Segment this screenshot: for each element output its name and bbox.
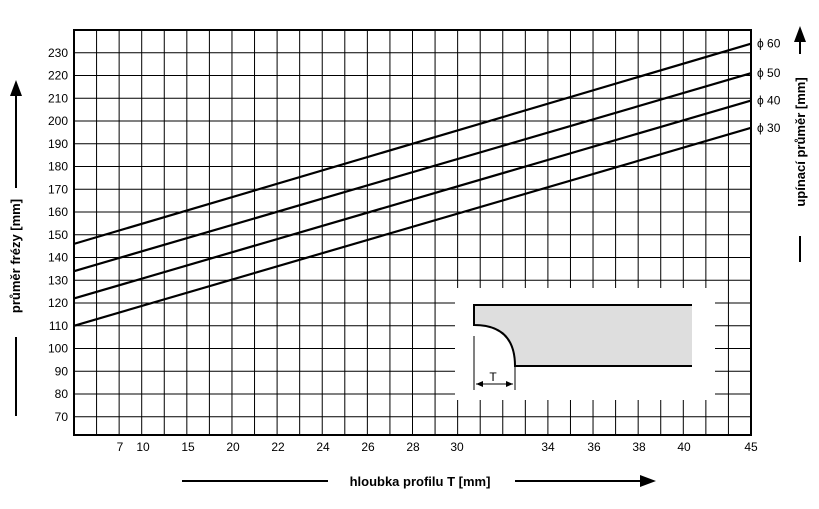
series-label: ϕ 60 (757, 37, 781, 51)
series-label: ϕ 40 (757, 94, 781, 108)
x-tick-label: 34 (541, 440, 555, 454)
y-tick-label: 110 (49, 319, 68, 333)
y-tick-label: 160 (48, 205, 68, 219)
y-tick-label: 150 (48, 228, 68, 242)
y-tick-label: 140 (48, 251, 68, 265)
x-tick-label: 30 (450, 440, 464, 454)
profile-shape (474, 305, 692, 366)
y-axis-arrowhead (10, 80, 22, 96)
plot-frame (73, 29, 752, 436)
x-tick-label: 40 (677, 440, 691, 454)
y-tick-label: 70 (55, 410, 69, 424)
series-labels: ϕ 60 ϕ 50 ϕ 40 ϕ 30 (757, 37, 781, 135)
series-line (73, 72, 752, 273)
x-axis-title: hloubka profilu T [mm] (350, 474, 491, 489)
y2-axis-title: upínací průměr [mm] (793, 77, 808, 206)
y-tick-label: 200 (48, 114, 68, 128)
x-tick-label: 7 (117, 440, 124, 454)
y-axis-title: průměr frézy [mm] (8, 199, 23, 313)
y-tick-labels: 70 80 90 100 110 120 130 140 150 160 170 180 190 200 2… (48, 46, 68, 424)
inset-label-t: T (489, 370, 497, 384)
x-tick-label: 45 (744, 440, 758, 454)
y2-axis-arrowhead (794, 26, 806, 42)
series-label: ϕ 50 (757, 66, 781, 80)
x-tick-label: 20 (226, 440, 240, 454)
series-line (73, 99, 752, 300)
y-tick-label: 130 (48, 273, 68, 287)
x-tick-labels: 7 10 15 20 22 24 26 28 30 34 36 38 40 45 (117, 440, 758, 454)
x-tick-label: 28 (406, 440, 420, 454)
y-tick-label: 190 (48, 137, 68, 151)
y-tick-label: 230 (48, 46, 68, 60)
x-tick-label: 38 (632, 440, 646, 454)
x-tick-label: 26 (361, 440, 375, 454)
y-tick-label: 120 (48, 296, 68, 310)
x-tick-label: 22 (271, 440, 285, 454)
x-tick-label: 36 (587, 440, 601, 454)
series-label: ϕ 30 (757, 121, 781, 135)
series-lines (73, 42, 752, 327)
profile-inset: T (455, 288, 715, 400)
y-tick-label: 180 (48, 160, 68, 174)
x-tick-label: 15 (181, 440, 195, 454)
y-tick-label: 220 (48, 69, 68, 83)
y-tick-label: 80 (55, 387, 69, 401)
y-tick-label: 170 (48, 182, 68, 196)
y-tick-label: 210 (48, 91, 68, 105)
dimension-arrowhead-right (506, 381, 513, 387)
profile-outline (473, 304, 692, 367)
x-tick-label: 24 (316, 440, 330, 454)
series-line (73, 42, 752, 245)
x-axis-arrowhead (640, 475, 656, 487)
x-tick-label: 10 (136, 440, 150, 454)
y-tick-label: 100 (48, 342, 68, 356)
y-tick-label: 90 (55, 364, 69, 378)
series-line (73, 126, 752, 327)
dimension-arrowhead-left (476, 381, 483, 387)
